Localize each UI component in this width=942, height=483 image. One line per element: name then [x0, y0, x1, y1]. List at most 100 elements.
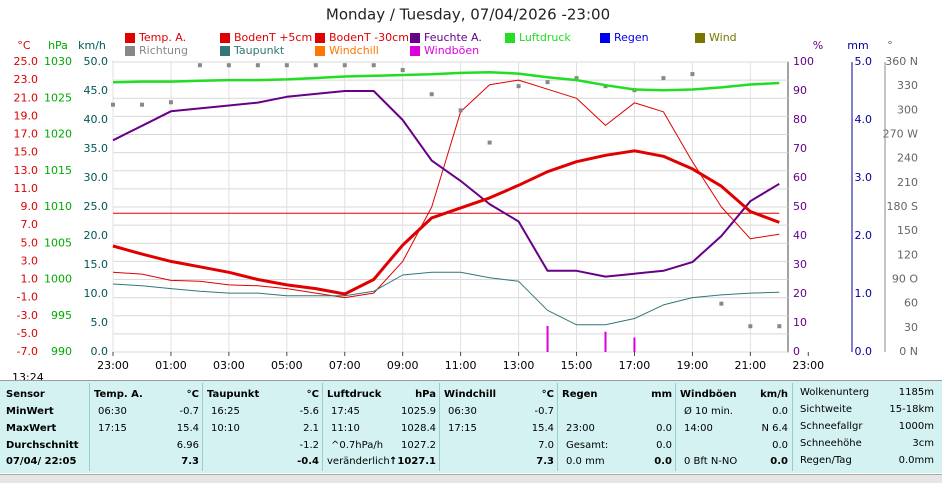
legend-label: Windböen — [424, 44, 479, 57]
y-tick-label: 5.0 — [91, 316, 109, 329]
stat-cell: hPa — [415, 389, 436, 400]
y-tick-label: -1.0 — [17, 291, 38, 304]
axis-unit: mm — [847, 39, 868, 52]
series-bar — [546, 325, 549, 352]
stat-cell: 7.0 — [538, 440, 554, 451]
stat-cell: Luftdruck — [327, 389, 382, 400]
stat-cell: 0.0 — [656, 440, 672, 451]
x-tick-label: 23:00 — [792, 359, 824, 372]
y-tick-label: 0.0 — [91, 345, 109, 358]
direction-dot — [690, 72, 695, 77]
stat-cell: 17:15 — [98, 423, 127, 434]
stat-cell: Wolkenunterg — [800, 387, 870, 398]
y-tick-label: -3.0 — [17, 309, 38, 322]
y-tick-label: 90 — [793, 84, 807, 97]
x-tick-label: 01:00 — [155, 359, 187, 372]
stat-cell: -1.2 — [299, 440, 319, 451]
y-tick-label: 30 — [793, 258, 807, 271]
x-tick-label: 23:00 — [97, 359, 129, 372]
stat-cell: 7.3 — [536, 456, 554, 467]
legend-swatch — [220, 33, 230, 43]
y-tick-label: 20 — [793, 287, 807, 300]
stat-cell: °C — [541, 389, 554, 400]
series-line — [112, 70, 780, 92]
y-tick-label: 210 — [897, 176, 918, 189]
clock: 13:24 — [12, 371, 44, 380]
y-tick-label: 11.0 — [14, 182, 39, 195]
direction-dot — [226, 63, 231, 68]
y-tick-label: 1000 — [44, 273, 72, 286]
stat-cell: -0.7 — [179, 406, 199, 417]
y-tick-label: 25.0 — [84, 200, 109, 213]
x-tick-label: 09:00 — [387, 359, 419, 372]
series-line — [112, 149, 780, 296]
y-tick-label: 80 — [793, 113, 807, 126]
y-tick-label: 9.0 — [21, 200, 39, 213]
stat-cell: Windböen — [680, 389, 737, 400]
stat-cell: 11:10 — [331, 423, 360, 434]
legend-swatch — [220, 46, 230, 56]
stat-cell: km/h — [760, 389, 788, 400]
series-line — [112, 90, 780, 278]
legend-swatch — [315, 33, 325, 43]
direction-dot — [516, 84, 521, 89]
stat-cell: 16:25 — [211, 406, 240, 417]
stat-cell: °C — [306, 389, 319, 400]
y-tick-label: 1010 — [44, 200, 72, 213]
direction-dot — [139, 102, 144, 107]
y-tick-label: 15.0 — [14, 146, 39, 159]
stat-cell: Windchill — [444, 389, 497, 400]
y-tick-label: 60 — [904, 297, 918, 310]
direction-dot — [487, 140, 492, 145]
y-tick-label: 3.0 — [21, 254, 39, 267]
y-tick-label: 300 — [897, 103, 918, 116]
stat-cell: 7.3 — [181, 456, 199, 467]
status-bar — [0, 474, 942, 483]
y-tick-label: -7.0 — [17, 345, 38, 358]
stat-cell: N 6.4 — [761, 423, 788, 434]
x-tick-label: 13:00 — [503, 359, 535, 372]
y-tick-label: 30.0 — [84, 171, 109, 184]
stat-cell: -0.4 — [297, 456, 319, 467]
direction-dot — [777, 324, 782, 329]
stat-cell: Temp. A. — [94, 389, 143, 400]
separator — [89, 383, 90, 471]
stat-cell: Schneefallgr — [800, 421, 863, 432]
y-tick-label: 25.0 — [14, 55, 39, 68]
y-tick-label: 50 — [793, 200, 807, 213]
stat-cell: 14:00 — [684, 423, 713, 434]
y-tick-label: 100 — [793, 55, 814, 68]
y-tick-label: 990 — [51, 345, 72, 358]
y-tick-label: 30 — [904, 321, 918, 334]
stat-cell: 1185m — [898, 387, 934, 398]
direction-dot — [284, 63, 289, 68]
stat-cell: 3cm — [912, 438, 934, 449]
separator — [557, 383, 558, 471]
separator — [792, 383, 793, 471]
y-tick-label: 0 — [793, 345, 800, 358]
direction-dot — [111, 102, 115, 107]
legend-label: Richtung — [139, 44, 188, 57]
stat-cell: mm — [651, 389, 672, 400]
stat-cell: Gesamt: — [566, 440, 609, 451]
stat-cell: 07/04/ 22:05 — [6, 456, 77, 467]
y-tick-label: 360 N — [885, 55, 918, 68]
stat-cell: Taupunkt — [207, 389, 260, 400]
separator — [439, 383, 440, 471]
stat-cell: 1027.2 — [401, 440, 436, 451]
stat-cell: 0.0 — [770, 456, 788, 467]
y-tick-label: 40 — [793, 229, 807, 242]
y-tick-label: 10 — [793, 316, 807, 329]
legend-label: Wind — [709, 31, 737, 44]
direction-dot — [545, 80, 550, 85]
stats-panel: Sensor MinWert MaxWert Durchschnitt 07/04/ 2… — [0, 380, 942, 473]
y-tick-label: 19.0 — [14, 109, 39, 122]
stat-cell: MinWert — [6, 406, 54, 417]
x-tick-label: 05:00 — [271, 359, 303, 372]
y-tick-label: 35.0 — [84, 142, 109, 155]
stat-cell: 15.4 — [176, 423, 199, 434]
y-tick-label: 180 S — [887, 200, 918, 213]
y-tick-label: 1005 — [44, 236, 72, 249]
y-tick-label: 7.0 — [21, 218, 39, 231]
legend-label: Taupunkt — [233, 44, 285, 57]
